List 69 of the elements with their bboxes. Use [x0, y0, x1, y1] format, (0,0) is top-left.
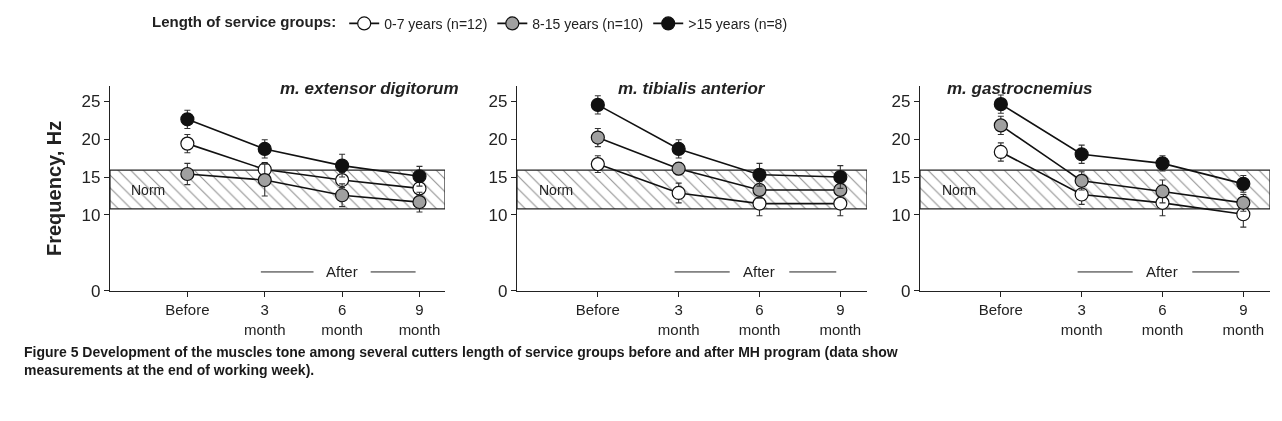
- annotation: After: [1146, 263, 1178, 280]
- point: [180, 166, 195, 182]
- point: [671, 185, 686, 201]
- band-label: Norm: [131, 182, 166, 198]
- chart-title: m. gastrocnemius: [947, 79, 1093, 98]
- chart-title: m. tibialis anterior: [618, 79, 766, 98]
- point: [335, 158, 350, 173]
- y-axis-title: Frequency, Hz: [42, 120, 65, 257]
- y-tick-label: 10: [488, 205, 508, 225]
- point: [671, 161, 686, 176]
- y-tick-label: 20: [81, 130, 101, 150]
- y-tick-label: 20: [891, 130, 911, 150]
- x-tick-label: Before: [575, 301, 620, 319]
- y-tick-label: 25: [488, 92, 508, 112]
- legend-title: Length of service groups:: [152, 13, 337, 31]
- point: [180, 136, 195, 151]
- point: [671, 141, 686, 157]
- x-tick-label: 9 month: [1222, 301, 1265, 338]
- x-tick-label: 3 month: [243, 301, 286, 338]
- point: [1236, 176, 1251, 191]
- band-label: Norm: [539, 182, 574, 198]
- x-tick-label: 9 month: [819, 301, 862, 338]
- y-tick-label: 0: [90, 281, 101, 301]
- band-label: Norm: [942, 182, 977, 198]
- x-tick-label: Before: [165, 301, 210, 319]
- point: [590, 157, 605, 172]
- y-tick-label: 10: [81, 205, 101, 225]
- point: [833, 169, 848, 185]
- point: [752, 196, 767, 211]
- point: [833, 196, 848, 211]
- y-tick-label: 10: [891, 205, 911, 225]
- x-tick-label: 3 month: [1060, 301, 1103, 338]
- point: [257, 141, 272, 157]
- y-tick-label: 25: [81, 92, 101, 112]
- y-tick-label: 0: [900, 281, 911, 301]
- y-tick-label: 15: [81, 167, 101, 187]
- y-tick-label: 15: [488, 167, 508, 187]
- x-tick-label: 3 month: [657, 301, 700, 338]
- legend-label: >15 years (n=8): [688, 15, 788, 32]
- y-tick-label: 15: [891, 167, 911, 187]
- x-tick-label: Before: [978, 301, 1023, 319]
- chart-title: m. extensor digitorum: [280, 79, 459, 98]
- x-tick-label: 9 month: [398, 301, 441, 338]
- legend-label: 0-7 years (n=12): [384, 15, 488, 32]
- x-tick-label: 6 month: [738, 301, 781, 338]
- point: [752, 167, 767, 182]
- point: [590, 97, 605, 112]
- point: [993, 97, 1008, 112]
- point: [1236, 195, 1251, 210]
- y-tick-label: 25: [891, 92, 911, 112]
- annotation: After: [326, 263, 358, 280]
- point: [993, 118, 1008, 133]
- y-tick-label: 20: [488, 130, 508, 150]
- x-tick-label: 6 month: [1141, 301, 1184, 338]
- caption: Figure 5 Development of the muscles tone among several cutters length of service groups before and after MH program (data show measurements at the end of working week).: [24, 344, 898, 379]
- legend-label: 8-15 years (n=10): [532, 15, 644, 32]
- point: [1074, 147, 1089, 162]
- point: [335, 188, 350, 203]
- point: [993, 144, 1008, 160]
- point: [1155, 184, 1170, 199]
- point: [833, 182, 848, 198]
- point: [412, 169, 427, 184]
- annotation: After: [743, 263, 775, 280]
- point: [1074, 173, 1089, 188]
- point: [590, 130, 605, 145]
- point: [257, 172, 272, 188]
- point: [180, 112, 195, 127]
- y-tick-label: 0: [497, 281, 508, 301]
- x-tick-label: 6 month: [321, 301, 363, 338]
